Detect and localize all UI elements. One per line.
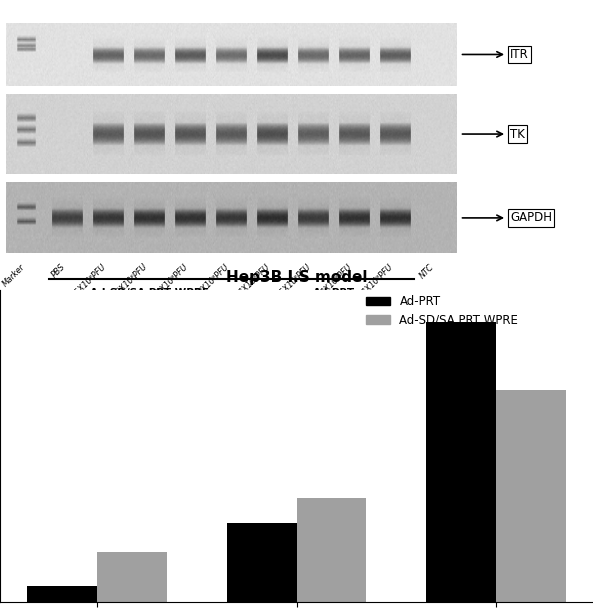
- Text: 0.25X10⁸PFU: 0.25X10⁸PFU: [270, 262, 313, 305]
- Text: 0.25X10⁸PFU: 0.25X10⁸PFU: [65, 262, 109, 305]
- Text: GAPDH: GAPDH: [510, 211, 552, 224]
- Text: Ad-SD/SA PRT WPRE: Ad-SD/SA PRT WPRE: [90, 287, 209, 298]
- Bar: [97, 552, 167, 602]
- Text: Marker: Marker: [1, 262, 27, 288]
- Text: 1X10⁸PFU: 1X10⁸PFU: [320, 262, 354, 297]
- Bar: [296, 499, 366, 602]
- Bar: [27, 586, 97, 602]
- Text: 1X10⁹PFU: 1X10⁹PFU: [238, 262, 272, 297]
- Text: 2X10⁸PFU: 2X10⁸PFU: [197, 262, 231, 297]
- Bar: [227, 523, 296, 602]
- Text: ITR: ITR: [510, 48, 529, 61]
- Legend: Ad-PRT, Ad-SD/SA PRT WPRE: Ad-PRT, Ad-SD/SA PRT WPRE: [362, 290, 523, 332]
- Bar: [496, 390, 566, 602]
- Text: NTC: NTC: [418, 262, 436, 280]
- Text: 1X10⁹PFU: 1X10⁹PFU: [361, 262, 395, 297]
- Text: TK: TK: [510, 128, 525, 141]
- Title: Hep3B I.S model: Hep3B I.S model: [226, 270, 367, 285]
- Bar: [426, 322, 496, 602]
- Text: 1X10⁸PFU: 1X10⁸PFU: [156, 262, 190, 297]
- Text: 0.5X10⁸PFU: 0.5X10⁸PFU: [110, 262, 149, 301]
- Text: Ad-PRT: Ad-PRT: [313, 287, 355, 298]
- Text: PBS: PBS: [50, 262, 68, 279]
